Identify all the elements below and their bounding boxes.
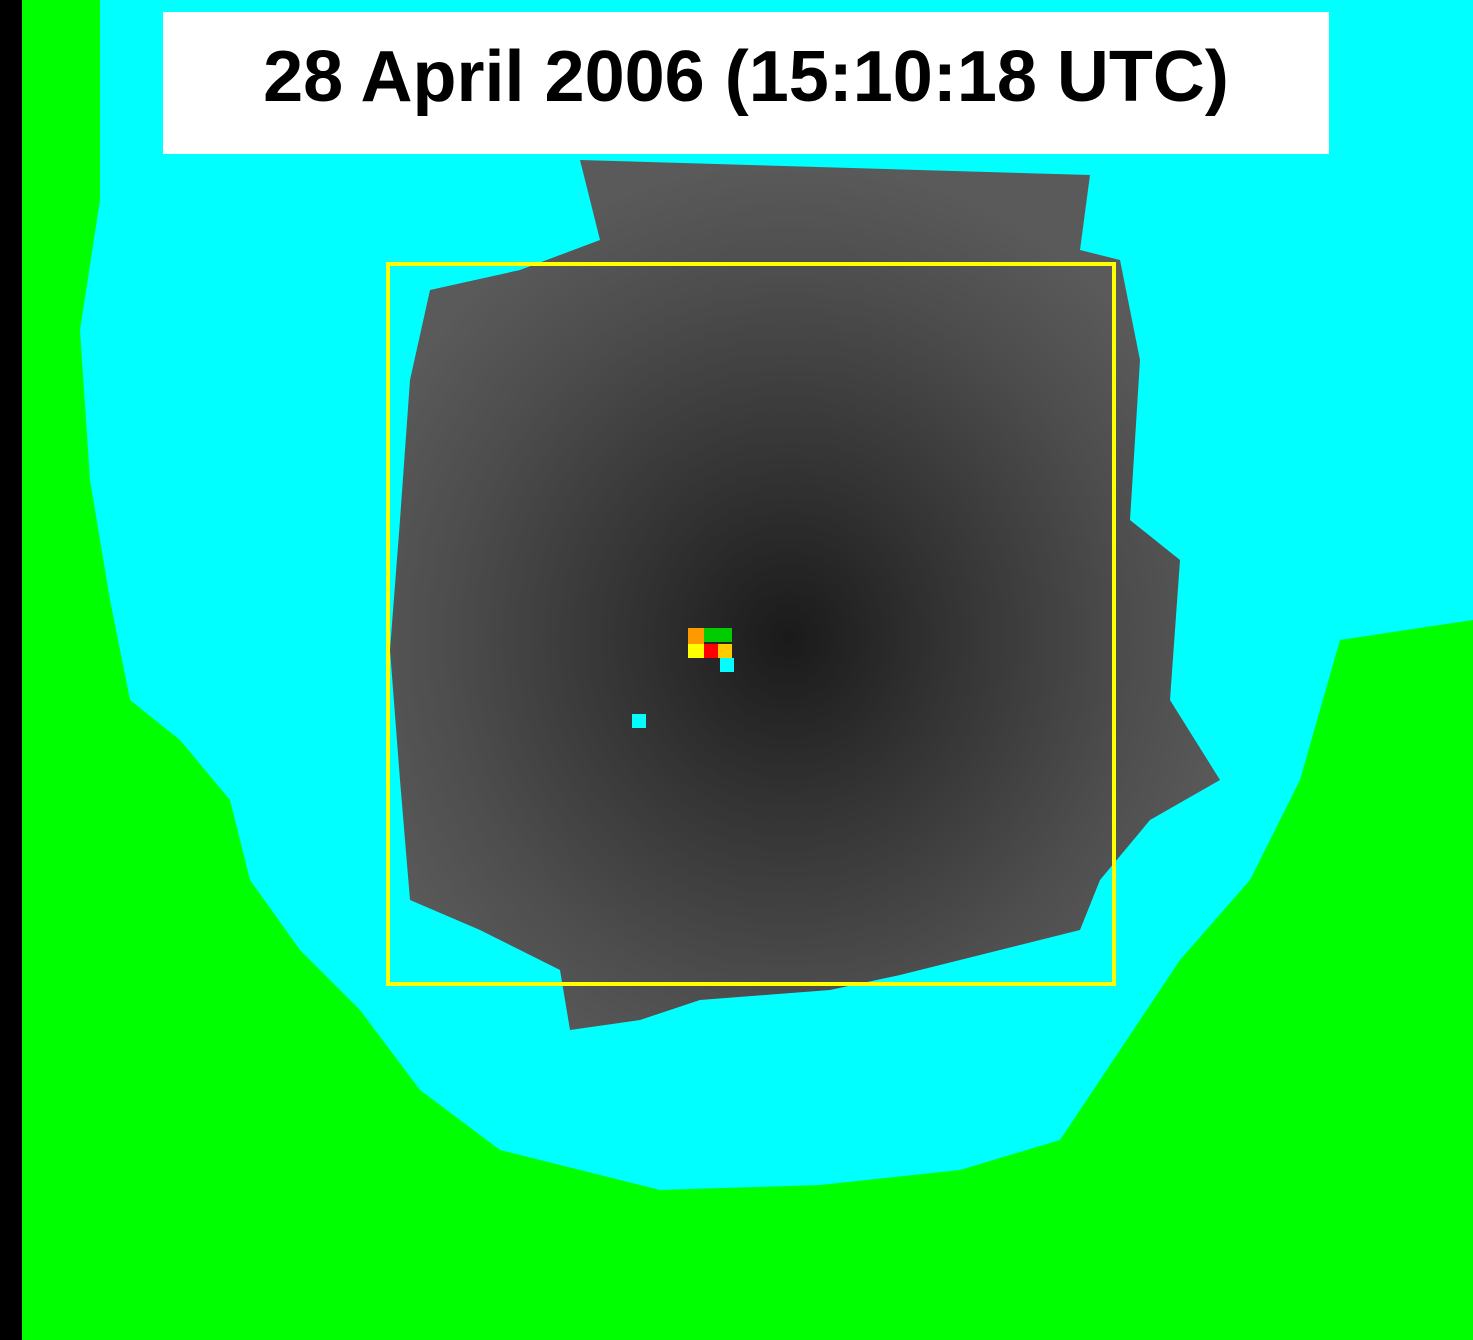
hotspot-pixel	[688, 644, 704, 658]
hotspot-pixel	[704, 644, 718, 658]
hotspot-pixel	[718, 644, 732, 658]
hotspot-pixel	[704, 628, 732, 642]
page: 28 April 2006 (15:10:18 UTC) (() => { co…	[0, 0, 1473, 1340]
title: 28 April 2006 (15:10:18 UTC)	[263, 37, 1229, 117]
satellite-image: 28 April 2006 (15:10:18 UTC)	[0, 0, 1473, 1340]
cloud-pixel	[632, 714, 646, 728]
hotspot-pixel	[688, 628, 704, 644]
hotspot-pixel	[720, 658, 734, 672]
left-border	[0, 0, 22, 1340]
